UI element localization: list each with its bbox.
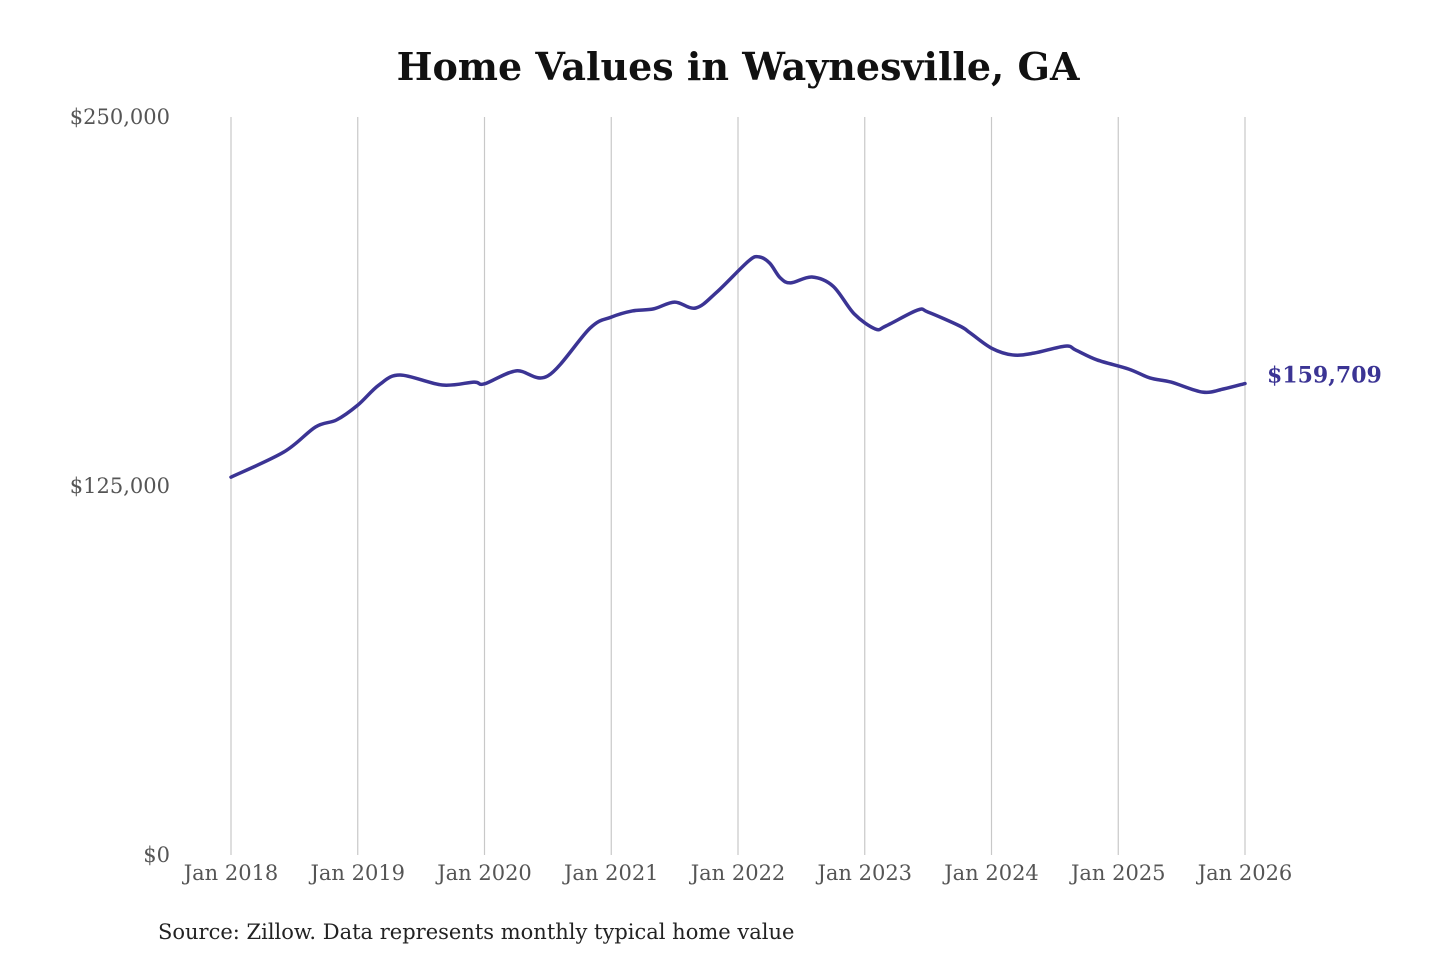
x-tick-label: Jan 2024 — [942, 861, 1039, 885]
y-axis: $0 $125,000 $250,000 — [70, 105, 170, 867]
x-tick-label: Jan 2019 — [308, 861, 405, 885]
y-tick-label: $0 — [143, 843, 170, 867]
x-tick-label: Jan 2023 — [815, 861, 912, 885]
y-tick-label: $125,000 — [70, 474, 170, 498]
x-tick-label: Jan 2020 — [435, 861, 532, 885]
x-tick-label: Jan 2025 — [1069, 861, 1166, 885]
x-axis: Jan 2018 Jan 2019 Jan 2020 Jan 2021 Jan 2022… — [182, 861, 1293, 885]
y-tick-label: $250,000 — [70, 105, 170, 129]
series-line — [229, 254, 1247, 479]
end-value-label: $159,709 — [1267, 363, 1382, 389]
source-note: Source: Zillow. Data represents monthly … — [158, 920, 794, 944]
grid-lines — [230, 117, 1246, 855]
x-tick-label: Jan 2026 — [1196, 861, 1293, 885]
chart-title: Home Values in Waynesville, GA — [397, 44, 1080, 89]
x-tick-label: Jan 2021 — [562, 861, 659, 885]
x-tick-label: Jan 2022 — [689, 861, 786, 885]
x-tick-label: Jan 2018 — [182, 861, 279, 885]
